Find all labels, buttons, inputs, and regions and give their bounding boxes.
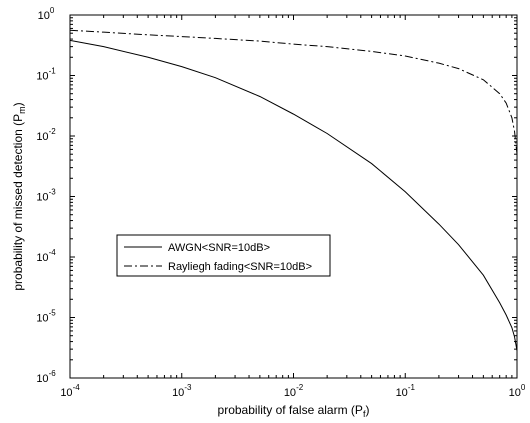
y-tick-label: 100 <box>38 6 55 22</box>
x-axis-label: probability of false alarm (Pf) <box>218 403 370 419</box>
legend-label-rayleigh: Rayliegh fading<SNR=10dB> <box>168 261 312 273</box>
y-axis-label-text: probability of missed detection (Pm) <box>11 102 27 290</box>
y-tick-label: 10-2 <box>36 127 56 143</box>
y-tick-label: 10-3 <box>36 188 56 204</box>
series-line-rayleigh <box>69 29 518 155</box>
legend-box <box>116 234 331 277</box>
y-tick-label: 10-1 <box>36 67 56 83</box>
y-tick-label: 10-6 <box>36 369 56 385</box>
series-line-awgn <box>69 39 518 352</box>
y-axis-label: probability of missed detection (Pm) <box>11 102 27 290</box>
legend: AWGN<SNR=10dB> Rayliegh fading<SNR=10dB> <box>116 234 331 277</box>
legend-label-awgn: AWGN<SNR=10dB> <box>168 242 270 254</box>
series-curves <box>69 29 518 352</box>
x-tick-label: 10-3 <box>172 383 192 399</box>
x-axis-label-text: probability of false alarm (Pf) <box>218 403 370 419</box>
x-tick-label: 100 <box>509 383 526 399</box>
x-tick-label: 10-4 <box>60 383 80 399</box>
axis-tick-labels: 10-4 10-3 10-2 10-1 100 10-6 10-5 10-4 10-3 10-2 1… <box>36 6 526 399</box>
y-tick-label: 10-5 <box>36 309 56 325</box>
plot-area <box>69 14 518 379</box>
x-tick-label: 10-2 <box>284 383 304 399</box>
y-tick-label: 10-4 <box>36 248 56 264</box>
x-tick-label: 10-1 <box>396 383 416 399</box>
axis-ticks <box>69 14 518 379</box>
